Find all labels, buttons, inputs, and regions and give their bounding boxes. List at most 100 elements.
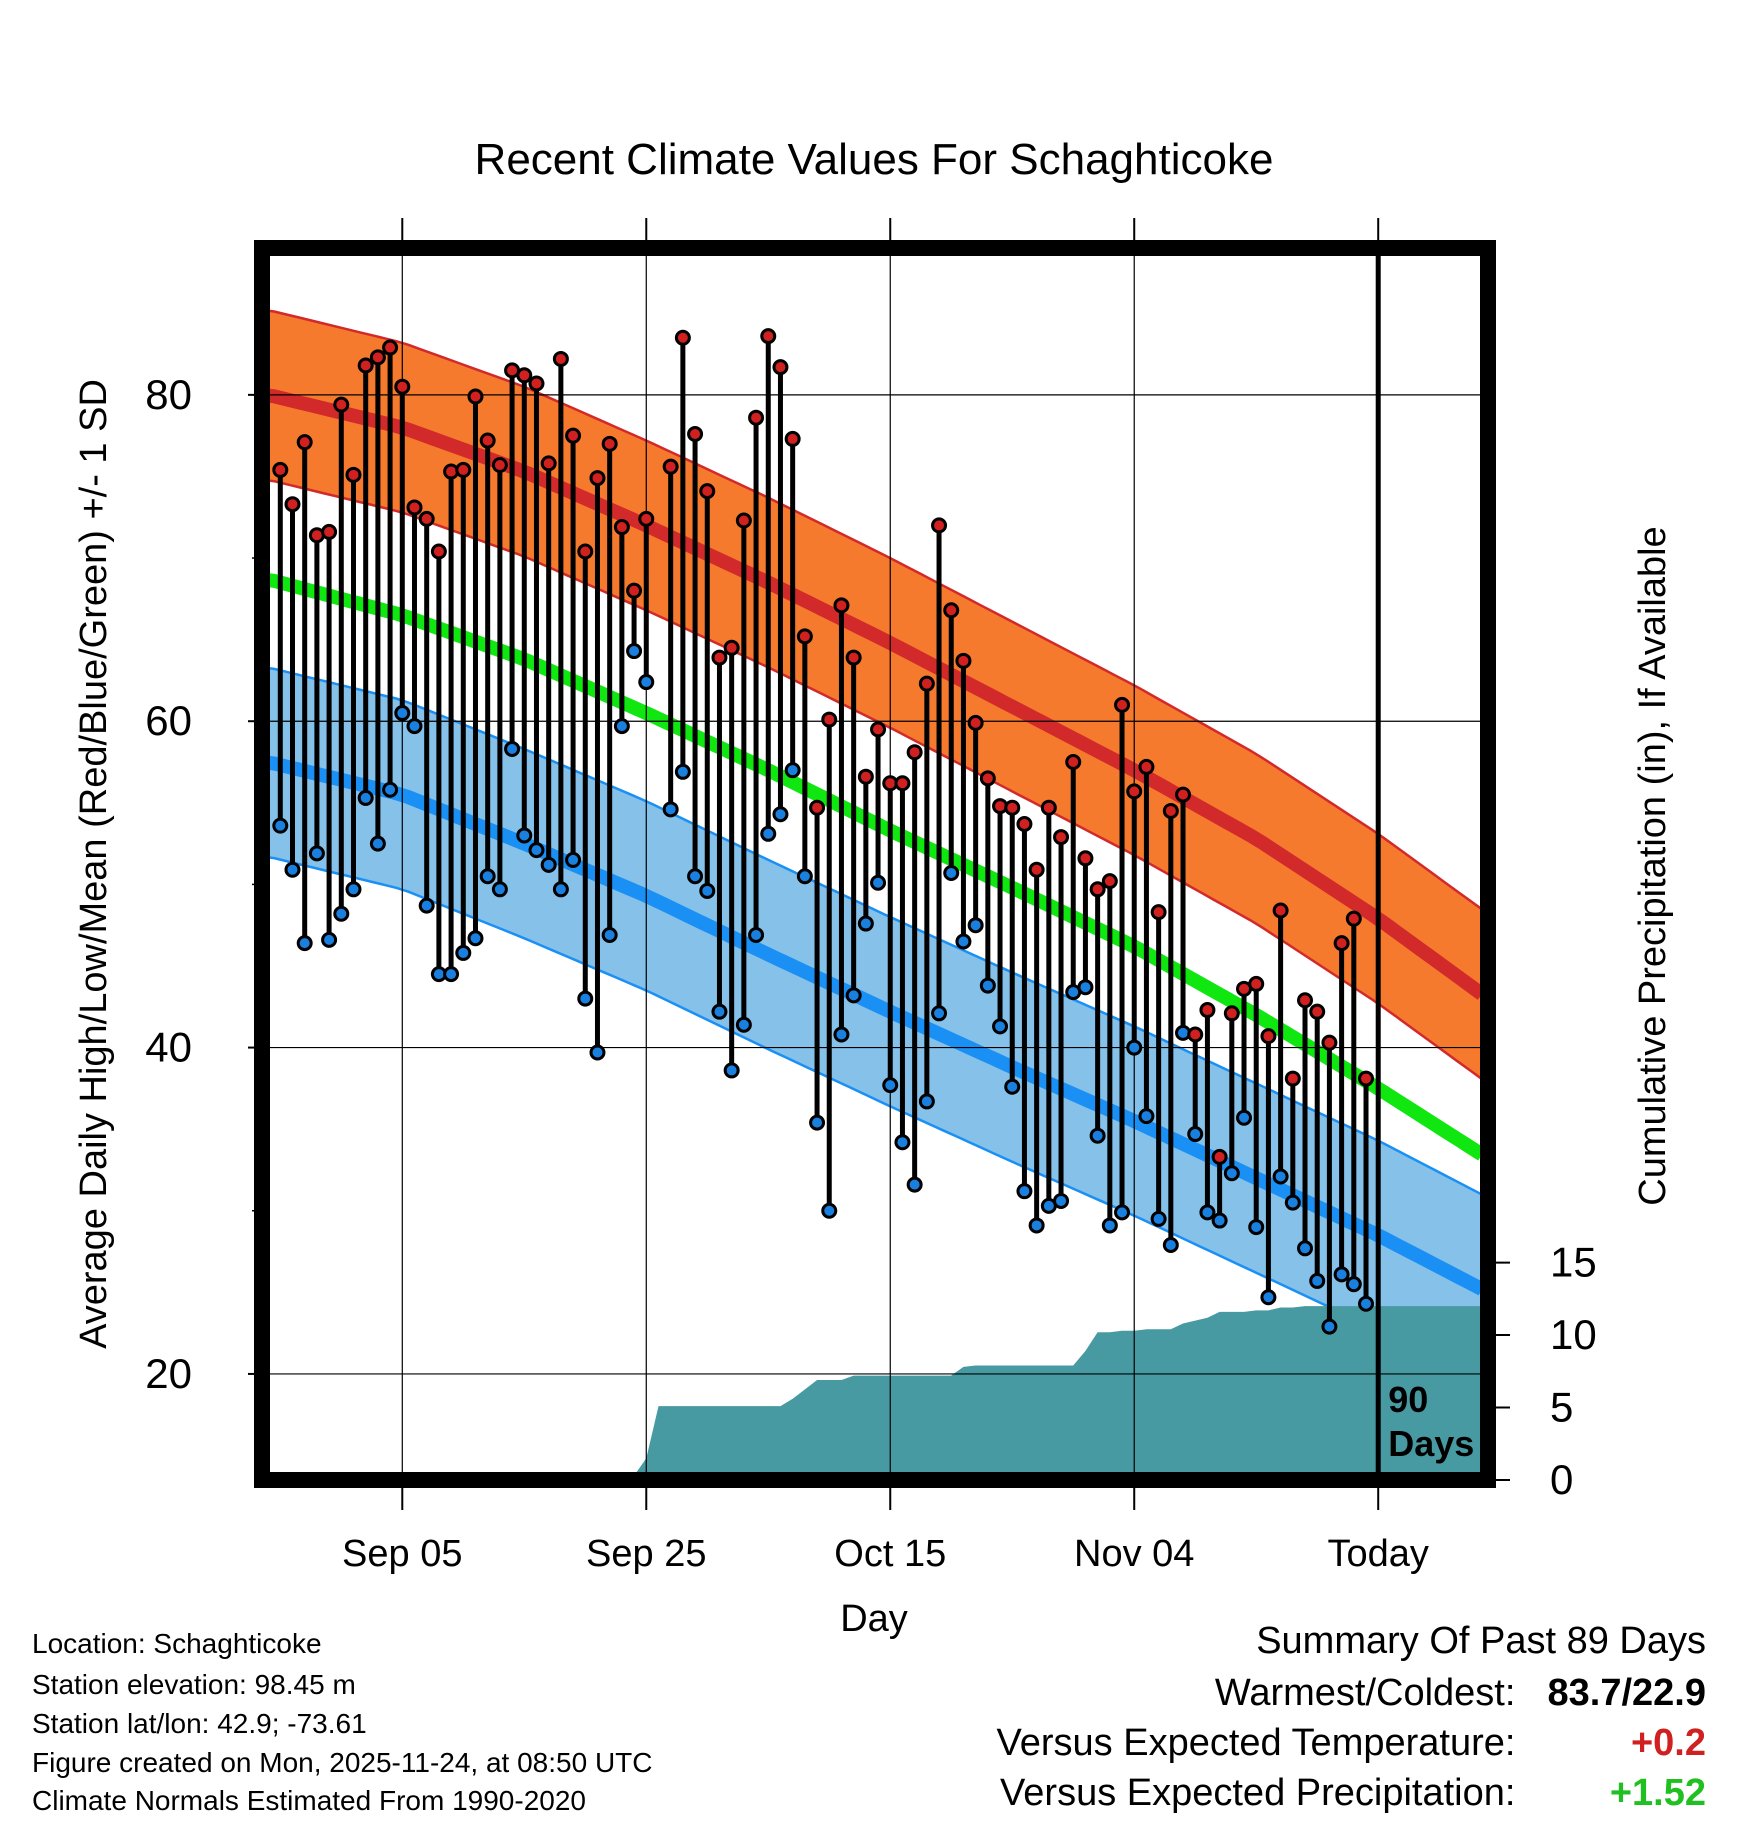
daily-high-point <box>601 435 618 452</box>
daily-low-point <box>577 990 594 1007</box>
daily-low-point <box>1321 1318 1338 1335</box>
daily-low-point <box>735 1016 752 1033</box>
daily-low-point <box>845 987 862 1004</box>
daily-low-point <box>540 856 557 873</box>
daily-low-point <box>1138 1108 1155 1125</box>
x-tick-label: Nov 04 <box>1074 1533 1194 1575</box>
summary-warmest-label: Warmest/Coldest: <box>1214 1672 1516 1714</box>
daily-high-point <box>1126 783 1143 800</box>
daily-high-point <box>918 675 935 692</box>
daily-low-point <box>955 933 972 950</box>
daily-low-point <box>1028 1217 1045 1234</box>
daily-low-point <box>455 944 472 961</box>
daily-low-point <box>345 881 362 898</box>
daily-low-point <box>1126 1039 1143 1056</box>
daily-low-point <box>613 718 630 735</box>
daily-low-point <box>308 845 325 862</box>
daily-high-point <box>613 519 630 536</box>
daily-low-point <box>1260 1289 1277 1306</box>
daily-low-point <box>1272 1168 1289 1185</box>
daily-high-point <box>491 457 508 474</box>
daily-low-point <box>809 1114 826 1131</box>
daily-high-point <box>479 432 496 449</box>
normal-high-line <box>262 387 1487 1000</box>
x-tick-label: Today <box>1328 1533 1429 1575</box>
precip-cumulative-area <box>268 1306 1488 1480</box>
summary-warmest-high: 83.7 <box>1547 1672 1622 1714</box>
plot-area <box>262 308 1488 1480</box>
daily-low-point <box>1248 1219 1265 1236</box>
daily-high-point <box>357 357 374 374</box>
daily-high-point <box>528 375 545 392</box>
daily-high-point <box>674 329 691 346</box>
daily-low-point <box>406 718 423 735</box>
daily-low-point <box>992 1018 1009 1035</box>
summary-title: Summary Of Past 89 Days <box>1256 1620 1706 1662</box>
daily-high-point <box>1040 799 1057 816</box>
daily-high-point <box>1187 1026 1204 1043</box>
daily-high-point <box>699 483 716 500</box>
daily-high-point <box>857 768 874 785</box>
x-tick-label: Sep 05 <box>342 1533 462 1575</box>
daily-low-point <box>662 801 679 818</box>
daily-high-point <box>418 510 435 527</box>
daily-low-point <box>321 931 338 948</box>
daily-high-point <box>833 597 850 614</box>
summary-precip-label: Versus Expected Precipitation: <box>1000 1772 1516 1814</box>
daily-high-point <box>516 367 533 384</box>
precip-tick-label: 15 <box>1550 1239 1597 1286</box>
daily-high-point <box>1028 861 1045 878</box>
daily-low-point <box>699 882 716 899</box>
daily-high-point <box>784 430 801 447</box>
y-tick-label: 60 <box>145 697 192 744</box>
daily-high-point <box>1077 850 1094 867</box>
daily-high-point <box>943 602 960 619</box>
daily-low-point <box>918 1093 935 1110</box>
daily-low-point <box>1187 1126 1204 1143</box>
daily-high-point <box>906 744 923 761</box>
daily-high-point <box>430 543 447 560</box>
daily-low-point <box>1089 1127 1106 1144</box>
daily-low-point <box>296 935 313 952</box>
daily-low-point <box>601 926 618 943</box>
daily-high-point <box>723 639 740 656</box>
daily-high-point <box>333 396 350 413</box>
daily-high-point <box>1053 829 1070 846</box>
daily-high-point <box>1016 816 1033 833</box>
chart-title: Recent Climate Values For Schaghticoke <box>475 135 1274 184</box>
daily-low-point <box>626 643 643 660</box>
daily-high-point <box>1004 799 1021 816</box>
daily-low-point <box>748 926 765 943</box>
daily-low-point <box>857 915 874 932</box>
period-label-days: Days <box>1388 1423 1474 1464</box>
daily-high-point <box>552 350 569 367</box>
daily-high-point <box>394 378 411 395</box>
daily-low-point <box>516 827 533 844</box>
daily-high-point <box>1199 1002 1216 1019</box>
daily-low-point <box>1333 1266 1350 1283</box>
daily-low-point <box>589 1044 606 1061</box>
daily-low-point <box>418 897 435 914</box>
summary-warmest-value: 83.7/22.9 <box>1526 1672 1707 1715</box>
precip-tick-label: 5 <box>1550 1384 1573 1431</box>
daily-low-point <box>357 789 374 806</box>
daily-high-point <box>321 523 338 540</box>
daily-high-point <box>540 455 557 472</box>
daily-high-point <box>1089 881 1106 898</box>
daily-high-point <box>369 349 386 366</box>
daily-high-point <box>748 409 765 426</box>
daily-low-point <box>906 1176 923 1193</box>
daily-low-point <box>369 835 386 852</box>
daily-high-point <box>845 649 862 666</box>
daily-high-point <box>1248 975 1265 992</box>
daily-high-point <box>1260 1028 1277 1045</box>
daily-low-point <box>687 868 704 885</box>
daily-high-point <box>565 427 582 444</box>
y-axis-label-right: Cumulative Precipitation (in), If Availa… <box>1632 526 1674 1205</box>
daily-high-point <box>796 628 813 645</box>
daily-low-point <box>1345 1276 1362 1293</box>
daily-high-point <box>577 543 594 560</box>
info-elevation: Station elevation: 98.45 m <box>32 1669 356 1700</box>
daily-low-point <box>479 868 496 885</box>
daily-high-point <box>1333 935 1350 952</box>
